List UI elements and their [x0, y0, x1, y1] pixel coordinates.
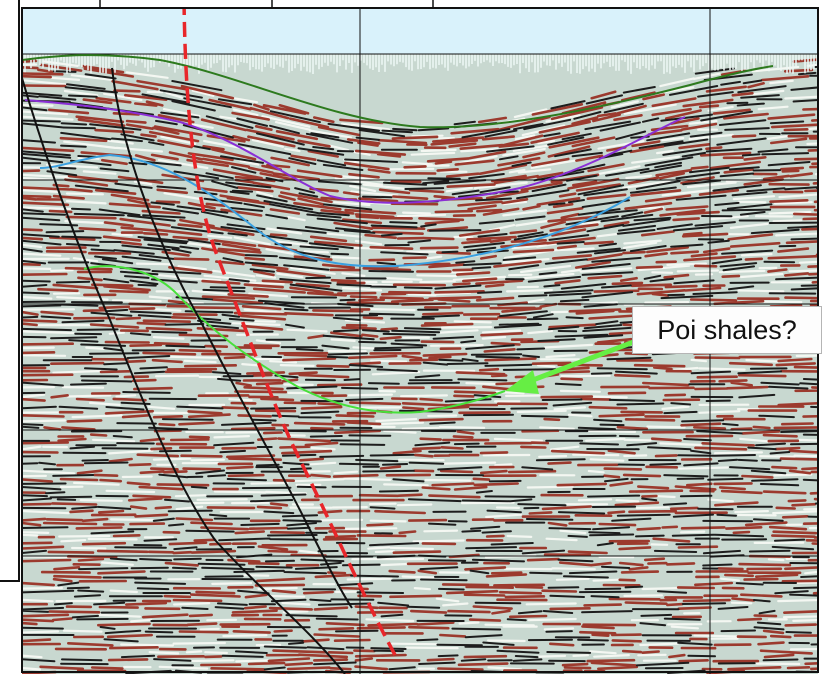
blue-horizon — [39, 153, 631, 268]
fault-outer — [22, 77, 346, 674]
water-column — [22, 8, 818, 54]
callout-arrow — [505, 335, 645, 394]
poi-shales-label: Poi shales? — [632, 306, 822, 354]
reflector-black — [22, 65, 818, 674]
reflector-red — [22, 58, 818, 674]
seafloor-fringe — [22, 48, 818, 74]
adjacent-panel-frame — [0, 0, 20, 582]
reflector-white — [22, 60, 818, 674]
purple-horizon — [24, 99, 686, 204]
arrow-head — [505, 370, 539, 394]
light-green-horizon — [83, 265, 506, 414]
seismic-reflectors — [22, 48, 818, 674]
dark-green-horizon — [22, 54, 774, 129]
fault-inner — [111, 67, 353, 609]
arrow-shaft — [524, 335, 645, 386]
fault-dashed-red — [182, 8, 397, 656]
